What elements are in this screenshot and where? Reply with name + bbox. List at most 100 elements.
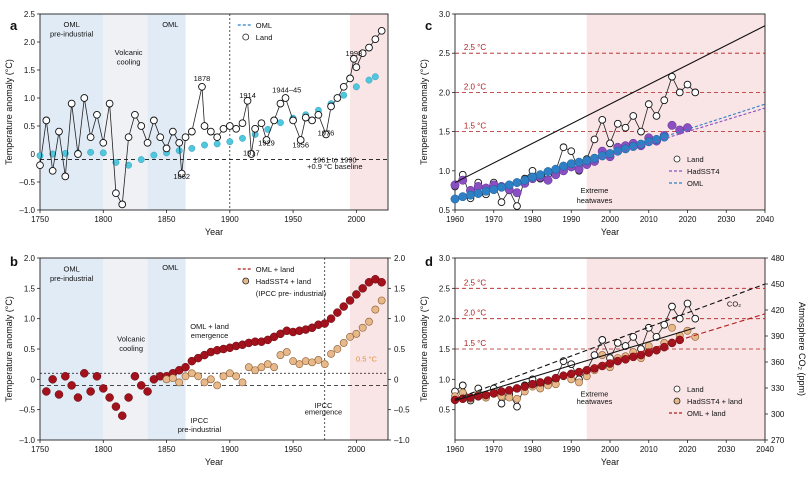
data-point (124, 393, 133, 402)
y-tick-label: –1.0 (19, 436, 35, 445)
data-point (489, 389, 498, 398)
x-tick-label: 2040 (756, 215, 774, 224)
data-point (55, 127, 63, 136)
legend-label: HadSST4 + land (687, 397, 742, 406)
right-y-tick-label: 300 (771, 410, 785, 419)
data-point (200, 122, 209, 130)
data-point (99, 149, 107, 157)
annotation: OML (64, 20, 80, 29)
data-point (358, 284, 367, 293)
data-point (683, 80, 692, 89)
x-tick-label: 1960 (446, 445, 464, 454)
data-point (466, 190, 475, 200)
annotation: 1998 (345, 49, 362, 58)
data-point (177, 169, 186, 178)
series-oml-trend (571, 103, 766, 168)
data-point (112, 189, 120, 198)
annotation: CO₂ (727, 300, 741, 309)
x-tick-label: 1980 (524, 215, 542, 224)
shaded-band (103, 258, 148, 440)
data-point (574, 367, 584, 377)
shaded-band (40, 14, 104, 210)
data-point (450, 180, 460, 190)
y-tick-label: 2.5 (439, 284, 451, 293)
y-axis-label: Temperature anomaly (°C) (419, 296, 429, 402)
data-point (371, 73, 379, 81)
y-tick-label: 0.5 (24, 122, 36, 131)
data-point (575, 378, 583, 387)
data-point (251, 366, 260, 375)
annotation: pre-industrial (50, 29, 94, 38)
data-point (497, 387, 506, 396)
data-point (219, 124, 228, 133)
data-point (99, 138, 108, 147)
data-point (225, 369, 234, 378)
data-point (143, 387, 152, 396)
right-y-tick-label: 390 (771, 332, 785, 341)
data-point (536, 378, 545, 387)
data-point (206, 375, 215, 384)
data-point (136, 381, 146, 390)
data-point (219, 372, 228, 381)
data-point (458, 192, 468, 202)
data-point (80, 94, 89, 102)
data-point (559, 143, 568, 152)
data-point (289, 357, 297, 366)
x-axis-label: Year (205, 457, 223, 467)
data-point (80, 369, 89, 378)
x-axis-label: Year (601, 457, 619, 467)
data-point (42, 387, 51, 396)
y-tick-label: 2.0 (24, 38, 36, 47)
y-tick-label: 0 (31, 150, 36, 159)
data-point (201, 141, 208, 149)
data-point (340, 91, 348, 99)
y-tick-label: 1.5 (439, 128, 451, 137)
legend-label: Land (256, 33, 273, 42)
right-y-tick-label: 0.5 (394, 345, 406, 354)
x-tick-label: 1970 (485, 445, 503, 454)
data-point (629, 112, 638, 120)
data-point (691, 88, 700, 97)
data-point (567, 147, 576, 156)
trend-line (454, 283, 766, 400)
series-oml-land-fit (454, 327, 696, 402)
data-point (112, 158, 120, 166)
data-point (143, 138, 152, 147)
data-point (352, 329, 361, 338)
data-point (339, 302, 348, 311)
y-tick-label: 1.5 (439, 345, 451, 354)
annotation: 1862 (173, 172, 190, 181)
data-point (92, 372, 102, 381)
data-point (124, 133, 133, 142)
data-point (660, 342, 669, 352)
data-point (226, 138, 234, 146)
data-point (598, 115, 607, 124)
data-point (194, 372, 203, 381)
data-point (513, 402, 521, 411)
data-point (105, 393, 114, 402)
annotation: Volcanic (115, 48, 143, 57)
data-point (225, 122, 234, 130)
data-point (156, 133, 165, 142)
x-tick-label: 1750 (31, 445, 49, 454)
data-point (322, 130, 330, 139)
data-point (644, 100, 653, 109)
annotation: IPCC (315, 401, 334, 410)
data-point (505, 393, 514, 402)
trend-line (454, 25, 766, 184)
right-y-tick-label: 0 (394, 375, 399, 384)
annotation: OML + land (190, 322, 229, 331)
right-y-axis-label: Atmosphere CO₂ (ppm) (797, 302, 807, 396)
data-point (520, 382, 529, 391)
panel-label: b (10, 254, 18, 269)
series-hadsst4-land (162, 296, 386, 390)
shaded-band (586, 14, 765, 210)
data-point (636, 139, 646, 149)
data-point (169, 127, 177, 136)
y-tick-label: 2.5 (24, 10, 36, 19)
data-point (238, 119, 247, 128)
data-point (590, 364, 599, 373)
x-tick-label: 2010 (640, 445, 658, 454)
annotation: 1976 (318, 129, 335, 138)
